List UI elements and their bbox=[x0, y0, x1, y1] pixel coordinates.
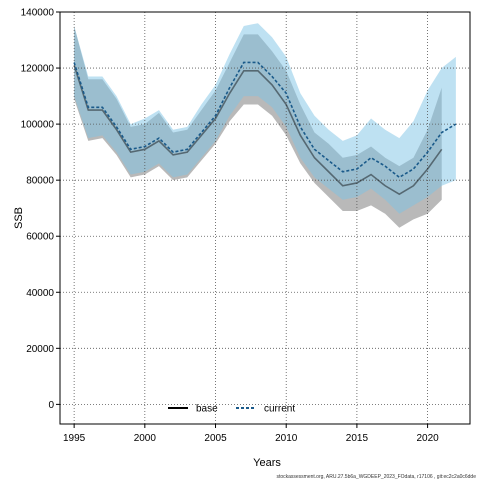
y-tick-label: 80000 bbox=[26, 176, 54, 187]
line-base bbox=[73, 65, 443, 196]
x-axis: 1995 2000 2005 2010 2015 2020 bbox=[63, 424, 439, 444]
x-tick-label: 2005 bbox=[204, 433, 227, 444]
y-tick-label: 60000 bbox=[26, 232, 54, 243]
x-tick-label: 2020 bbox=[416, 433, 439, 444]
y-tick-label: 20000 bbox=[26, 344, 54, 355]
legend: base current bbox=[168, 404, 295, 415]
y-tick-label: 100000 bbox=[21, 120, 55, 131]
plot-frame bbox=[59, 11, 471, 425]
legend-label-current: current bbox=[264, 404, 295, 415]
y-axis: 0 20000 40000 60000 80000 100000 120000 140000 bbox=[21, 8, 60, 411]
footer-credit: stockassessment.org, ARU.27.5b6a_WGDEEP_… bbox=[276, 474, 476, 480]
band-current bbox=[74, 23, 456, 214]
series-lines bbox=[73, 61, 457, 196]
x-tick-label: 2010 bbox=[275, 433, 298, 444]
y-tick-label: 120000 bbox=[21, 64, 55, 75]
x-axis-label: Years bbox=[253, 457, 281, 469]
line-current bbox=[73, 61, 457, 179]
y-axis-label: SSB bbox=[13, 207, 25, 229]
x-tick-label: 2015 bbox=[346, 433, 369, 444]
y-tick-label: 40000 bbox=[26, 288, 54, 299]
x-tick-label: 2000 bbox=[134, 433, 157, 444]
x-tick-label: 1995 bbox=[63, 433, 86, 444]
confidence-bands bbox=[74, 23, 456, 228]
y-tick-label: 140000 bbox=[21, 8, 55, 19]
y-tick-label: 0 bbox=[48, 400, 54, 411]
legend-label-base: base bbox=[196, 404, 218, 415]
